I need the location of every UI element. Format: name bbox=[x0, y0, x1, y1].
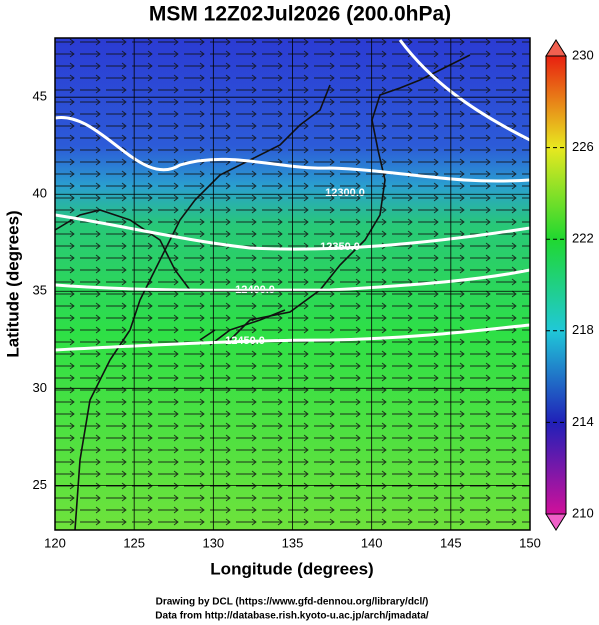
colorbar-tick-label: 222 bbox=[572, 231, 594, 246]
x-tick-label: 135 bbox=[282, 535, 304, 550]
x-tick-label: 130 bbox=[202, 535, 224, 550]
x-tick-label: 140 bbox=[361, 535, 383, 550]
colorbar-min-arrow bbox=[545, 513, 567, 531]
y-tick-label: 35 bbox=[33, 283, 47, 298]
y-tick-label: 25 bbox=[33, 477, 47, 492]
contour-label: 12350.0 bbox=[320, 241, 360, 253]
y-tick-label: 30 bbox=[33, 380, 47, 395]
x-tick-label: 150 bbox=[519, 535, 541, 550]
contours bbox=[55, 39, 530, 352]
x-axis-label: Longitude (degrees) bbox=[210, 559, 373, 578]
colorbar-tick-label: 214 bbox=[572, 414, 594, 429]
footer-line: Data from http://database.rish.kyoto-u.a… bbox=[155, 611, 429, 622]
contour-label: 12400.0 bbox=[235, 284, 275, 296]
contour-label: 12300.0 bbox=[325, 187, 365, 199]
colorbar bbox=[545, 39, 567, 531]
colorbar-tick-label: 210 bbox=[572, 505, 594, 520]
colorbar-tick-label: 226 bbox=[572, 139, 594, 154]
x-tick-label: 145 bbox=[440, 535, 462, 550]
colorbar-tick-label: 230 bbox=[572, 47, 594, 62]
y-tick-label: 40 bbox=[33, 186, 47, 201]
colorbar-max-arrow bbox=[545, 39, 567, 57]
colorbar-scale bbox=[545, 55, 567, 515]
colorbar-tick-label: 218 bbox=[572, 322, 594, 337]
footer-line: Drawing by DCL (https://www.gfd-dennou.o… bbox=[156, 597, 429, 608]
y-tick-label: 45 bbox=[33, 89, 47, 104]
x-tick-label: 120 bbox=[44, 535, 66, 550]
title: MSM 12Z02Jul2026 (200.0hPa) bbox=[149, 3, 451, 26]
x-tick-label: 125 bbox=[123, 535, 145, 550]
contour-label: 12450.0 bbox=[225, 335, 265, 347]
coastline bbox=[55, 54, 471, 530]
y-axis-label: Latitude (degrees) bbox=[3, 210, 22, 357]
